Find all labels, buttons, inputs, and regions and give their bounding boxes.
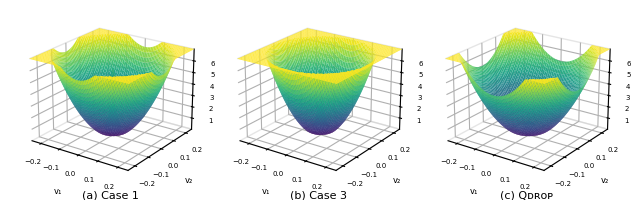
X-axis label: v₁: v₁: [262, 186, 271, 195]
Text: (c) Qᴅʀᴏᴘ: (c) Qᴅʀᴏᴘ: [500, 190, 553, 200]
Text: (b) Case 3: (b) Case 3: [290, 190, 347, 200]
Text: (a) Case 1: (a) Case 1: [82, 190, 139, 200]
Y-axis label: v₂: v₂: [601, 175, 609, 184]
Y-axis label: v₂: v₂: [185, 175, 193, 184]
X-axis label: v₁: v₁: [54, 186, 63, 195]
Y-axis label: v₂: v₂: [393, 175, 401, 184]
X-axis label: v₁: v₁: [470, 186, 479, 195]
